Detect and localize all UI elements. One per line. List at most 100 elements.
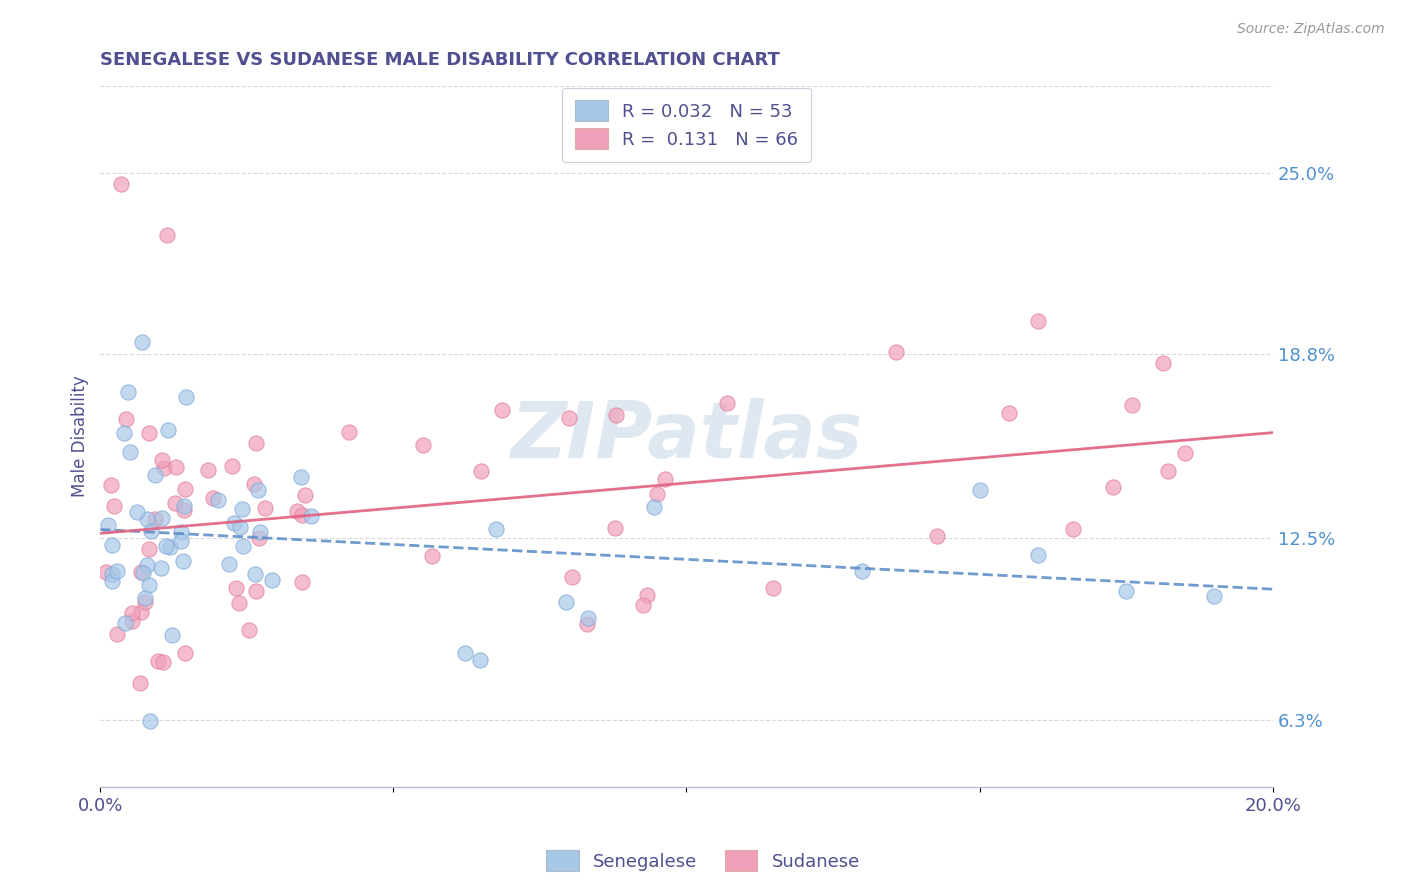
Point — [1152, 356, 1174, 370]
Point — [468, 653, 491, 667]
Point — [1157, 464, 1180, 478]
Point — [555, 595, 578, 609]
Point — [117, 384, 139, 399]
Point — [238, 623, 260, 637]
Point — [129, 676, 152, 690]
Point — [141, 524, 163, 539]
Point — [207, 493, 229, 508]
Point — [1115, 583, 1137, 598]
Point — [160, 628, 183, 642]
Point — [138, 542, 160, 557]
Point — [96, 565, 118, 579]
Point — [112, 426, 135, 441]
Point — [132, 566, 155, 580]
Point — [605, 409, 627, 423]
Point — [145, 468, 167, 483]
Point — [114, 615, 136, 630]
Legend: R = 0.032   N = 53, R =  0.131   N = 66: R = 0.032 N = 53, R = 0.131 N = 66 — [562, 87, 811, 161]
Point — [139, 714, 162, 729]
Point — [218, 558, 240, 572]
Point — [631, 598, 654, 612]
Point — [927, 529, 949, 543]
Point — [645, 487, 668, 501]
Point — [558, 410, 581, 425]
Point — [173, 499, 195, 513]
Point — [249, 524, 271, 539]
Point — [294, 488, 316, 502]
Point — [291, 508, 314, 523]
Point — [103, 499, 125, 513]
Point — [243, 566, 266, 581]
Point — [129, 566, 152, 580]
Point — [231, 502, 253, 516]
Point — [221, 458, 243, 473]
Point — [155, 539, 177, 553]
Point — [454, 646, 477, 660]
Text: SENEGALESE VS SUDANESE MALE DISABILITY CORRELATION CHART: SENEGALESE VS SUDANESE MALE DISABILITY C… — [100, 51, 780, 69]
Point — [114, 411, 136, 425]
Point — [100, 574, 122, 588]
Point — [105, 627, 128, 641]
Point — [101, 538, 124, 552]
Point — [138, 426, 160, 441]
Point — [412, 438, 434, 452]
Point — [243, 476, 266, 491]
Point — [105, 565, 128, 579]
Point — [485, 522, 508, 536]
Point — [762, 581, 785, 595]
Point — [290, 470, 312, 484]
Point — [150, 453, 173, 467]
Point — [159, 541, 181, 555]
Point — [150, 510, 173, 524]
Point — [337, 425, 360, 440]
Point — [561, 569, 583, 583]
Point — [285, 503, 308, 517]
Point — [121, 615, 143, 629]
Text: ZIPatlas: ZIPatlas — [510, 398, 863, 475]
Point — [148, 654, 170, 668]
Point — [643, 500, 665, 514]
Point — [245, 584, 267, 599]
Point — [134, 591, 156, 605]
Point — [134, 595, 156, 609]
Point — [228, 597, 250, 611]
Point — [262, 573, 284, 587]
Point — [101, 567, 124, 582]
Point — [245, 435, 267, 450]
Point — [118, 445, 141, 459]
Point — [173, 482, 195, 496]
Point — [131, 334, 153, 349]
Point — [225, 581, 247, 595]
Point — [153, 461, 176, 475]
Point — [1202, 590, 1225, 604]
Point — [224, 516, 246, 530]
Point — [136, 512, 159, 526]
Point — [156, 423, 179, 437]
Point — [121, 606, 143, 620]
Point — [1121, 398, 1143, 412]
Point — [201, 491, 224, 506]
Point — [129, 605, 152, 619]
Point — [576, 611, 599, 625]
Point — [165, 496, 187, 510]
Point — [1174, 446, 1197, 460]
Point — [176, 390, 198, 404]
Y-axis label: Male Disability: Male Disability — [72, 376, 89, 497]
Point — [253, 501, 276, 516]
Point — [150, 561, 173, 575]
Point — [654, 472, 676, 486]
Point — [172, 554, 194, 568]
Point — [884, 344, 907, 359]
Point — [170, 525, 193, 540]
Point — [232, 539, 254, 553]
Point — [156, 227, 179, 242]
Point — [197, 463, 219, 477]
Point — [152, 655, 174, 669]
Text: Source: ZipAtlas.com: Source: ZipAtlas.com — [1237, 22, 1385, 37]
Point — [851, 564, 873, 578]
Point — [165, 459, 187, 474]
Point — [1026, 314, 1049, 328]
Point — [127, 505, 149, 519]
Point — [100, 478, 122, 492]
Point — [229, 520, 252, 534]
